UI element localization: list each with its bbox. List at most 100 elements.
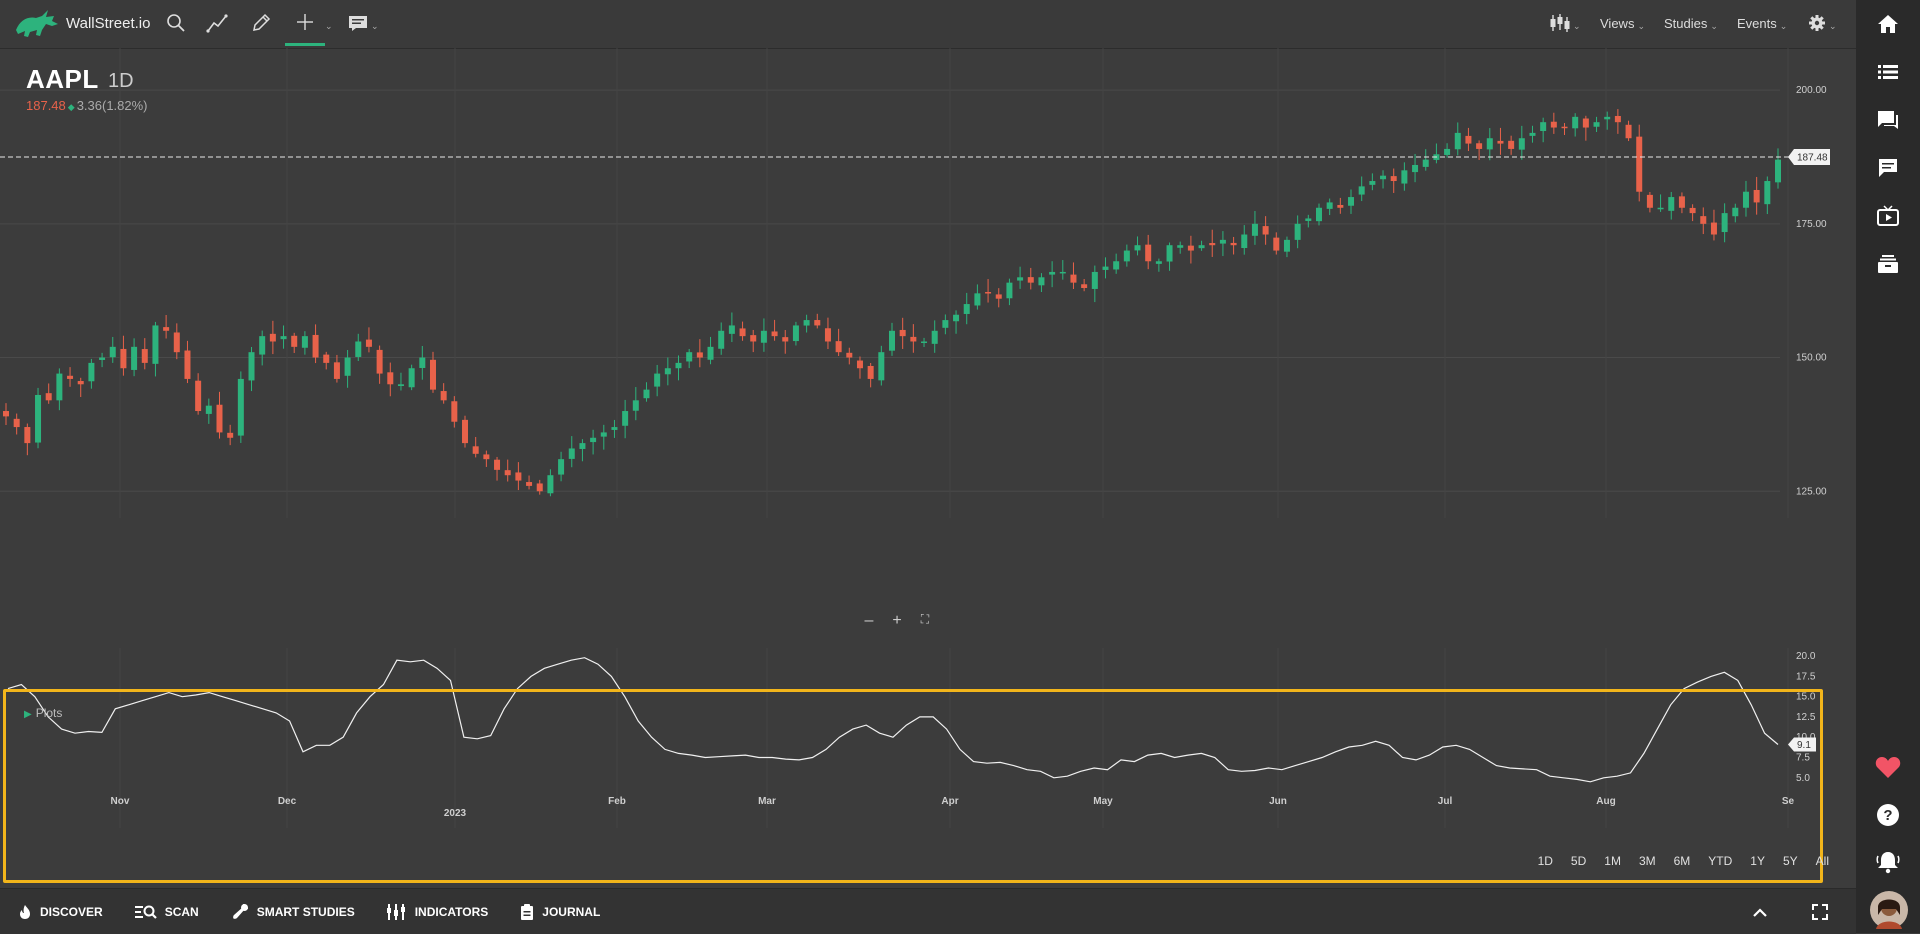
symbol-ticker[interactable]: AAPL (26, 64, 99, 94)
candle (1315, 203, 1322, 226)
candle (1369, 173, 1376, 191)
candle (1209, 229, 1216, 257)
scan-icon (134, 905, 157, 919)
journal-icon (521, 903, 534, 920)
candle (280, 325, 287, 349)
candle (910, 324, 917, 353)
candle (985, 279, 992, 303)
comments-button[interactable] (1874, 154, 1902, 182)
candle (216, 391, 223, 439)
range-button-1d[interactable]: 1D (1537, 854, 1553, 868)
candle (1241, 225, 1248, 255)
notes-tool-button[interactable]: ⌄ (348, 0, 379, 46)
help-button[interactable]: ? (1874, 801, 1902, 829)
chat-button[interactable] (1874, 106, 1902, 134)
candle (1049, 261, 1056, 288)
note-icon (349, 16, 367, 31)
plots-current-tag: 9.1 (1788, 737, 1816, 752)
brand-name: WallStreet.io (66, 14, 151, 32)
last-price: 187.48 (26, 98, 66, 113)
trendline-tool-button[interactable] (206, 0, 230, 46)
collapse-button[interactable] (1752, 889, 1768, 934)
chart-area[interactable]: 200.00 175.00 150.00 125.00 187.48 20.0 17.5… (0, 48, 1856, 888)
discover-button[interactable]: DISCOVER (18, 904, 103, 920)
journal-button[interactable]: JOURNAL (520, 903, 600, 920)
range-button-3m[interactable]: 3M (1638, 854, 1656, 868)
candle (1742, 180, 1749, 217)
home-icon (1878, 15, 1898, 33)
candle (782, 330, 789, 354)
draw-tool-button[interactable] (250, 0, 272, 46)
candle (1337, 197, 1344, 214)
favorites-button[interactable] (1874, 753, 1902, 781)
range-button-ytd[interactable]: YTD (1708, 854, 1733, 868)
candle (1177, 241, 1184, 254)
home-button[interactable] (1874, 10, 1902, 38)
stack-button[interactable] (1874, 250, 1902, 278)
range-button-1m[interactable]: 1M (1604, 854, 1621, 868)
chat-icon (1878, 111, 1898, 129)
plots-label[interactable]: ▶ Plots (24, 706, 62, 720)
user-avatar[interactable] (1870, 891, 1908, 929)
events-menu[interactable]: Events ⌄ (1737, 0, 1787, 46)
price-chart[interactable]: 200.00 175.00 150.00 125.00 187.48 20.0 17.5… (0, 48, 1856, 888)
studies-menu[interactable]: Studies ⌄ (1664, 0, 1718, 46)
candle (237, 371, 244, 443)
indicators-button[interactable]: INDICATORS (386, 903, 488, 920)
symbol-interval[interactable]: 1D (108, 70, 134, 92)
brand-logo[interactable]: WallStreet.io (12, 0, 150, 46)
candle (889, 322, 895, 356)
range-button-5d[interactable]: 5D (1570, 854, 1587, 868)
scan-button[interactable]: SCAN (134, 904, 199, 920)
range-button-6m[interactable]: 6M (1673, 854, 1691, 868)
plots-title: Plots (35, 706, 63, 720)
fullscreen-button[interactable] (1812, 889, 1828, 934)
plots-panel[interactable]: ▶ Plots (3, 689, 1823, 883)
alerts-button[interactable] (1874, 848, 1902, 876)
candle (1251, 210, 1258, 245)
price-tick-label: 200.00 (1796, 85, 1827, 96)
candle (1326, 198, 1333, 216)
flame-icon (20, 904, 30, 919)
candle (1123, 244, 1130, 267)
candle (1508, 135, 1515, 155)
zoom-out-button[interactable]: – (864, 612, 874, 629)
range-button-5y[interactable]: 5Y (1782, 854, 1798, 868)
crosshair-dropdown[interactable]: ⌄ (322, 0, 333, 46)
range-button-1y[interactable]: 1Y (1750, 854, 1765, 868)
candle (536, 479, 543, 495)
views-menu[interactable]: Views ⌄ (1600, 0, 1645, 46)
candle (1348, 189, 1355, 214)
candle (814, 313, 821, 329)
plots-tick-label: 15.0 (1796, 692, 1816, 703)
crosshair-tool-button[interactable] (285, 0, 325, 46)
smart-studies-button[interactable]: SMART STUDIES (231, 903, 355, 921)
plots-series-line (7, 657, 1779, 783)
candle (1187, 235, 1194, 264)
chart-type-button[interactable]: ⌄ (1548, 0, 1581, 46)
candle (1358, 176, 1365, 202)
zoom-in-button[interactable]: + (892, 612, 902, 629)
candle (771, 319, 778, 341)
watchlist-button[interactable] (1874, 58, 1902, 86)
candle (312, 324, 319, 364)
search-button[interactable] (166, 0, 186, 46)
candle (1540, 117, 1547, 143)
candle (547, 469, 554, 497)
candle (56, 368, 63, 411)
candle (846, 347, 853, 365)
time-axis-label: Jun (1269, 796, 1287, 807)
fullscreen-icon[interactable]: ⛶ (920, 612, 930, 626)
settings-menu[interactable]: ⌄ (1808, 0, 1837, 46)
candle (835, 328, 842, 356)
candle (1305, 214, 1312, 228)
time-axis-label: Apr (941, 796, 959, 807)
candle (921, 337, 928, 347)
candle (1380, 170, 1387, 189)
range-selector: 1D 5D 1M 3M 6M YTD 1Y 5Y All (1529, 853, 1838, 869)
candle (227, 424, 234, 446)
tv-button[interactable] (1874, 202, 1902, 230)
range-button-all[interactable]: All (1815, 854, 1829, 868)
candle (1753, 176, 1760, 215)
candle (1433, 143, 1440, 164)
